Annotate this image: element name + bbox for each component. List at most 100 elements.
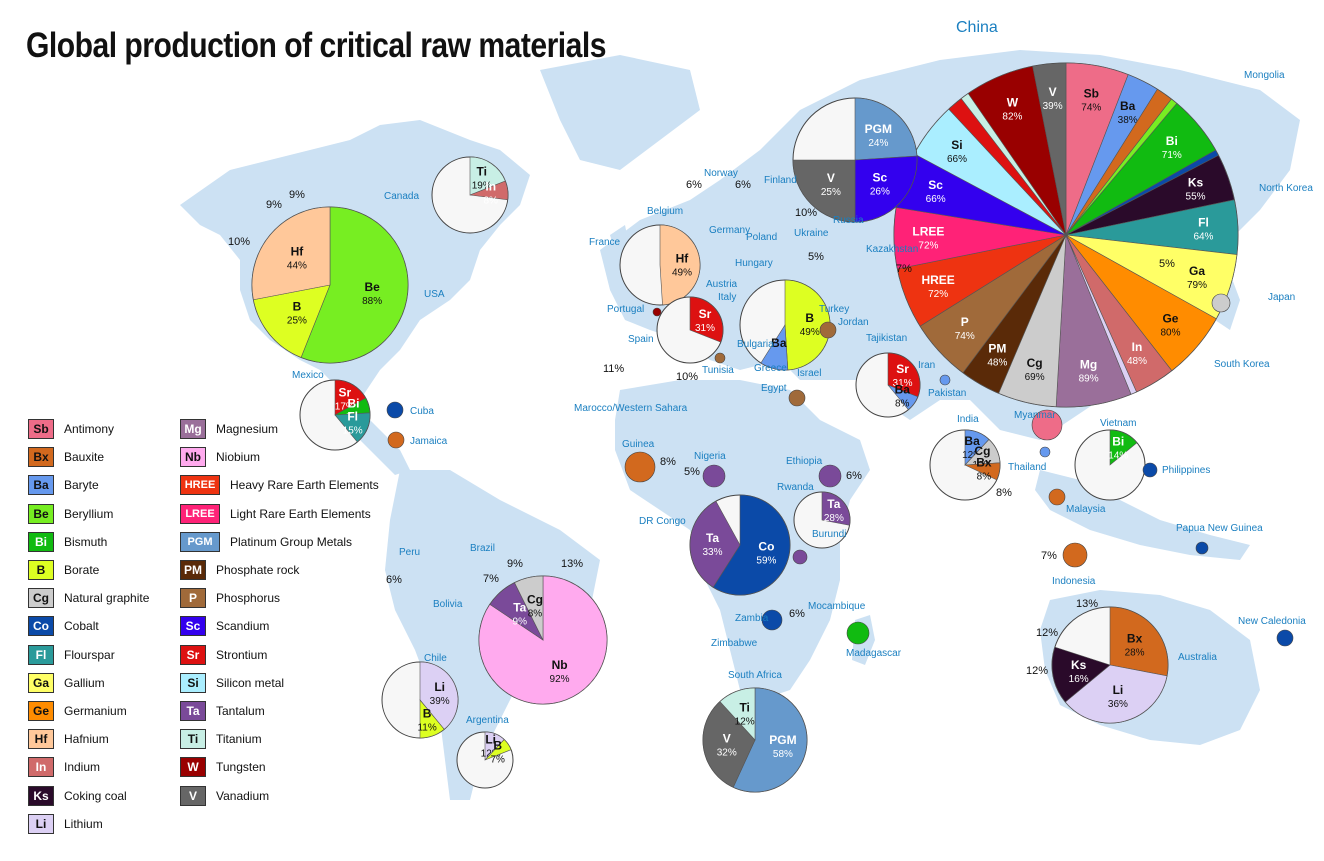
pie-slice-value: 12%: [735, 716, 755, 727]
pie-slice-label: Ge: [1162, 312, 1178, 326]
pie-slice-label: Sc: [928, 178, 943, 192]
pie-slice-value: 48%: [987, 357, 1007, 368]
pie-china: Sb 74% Ba 38% Bi 71% Ks 55% Fl 64% Ga 79% Ge 80% In 48%…: [893, 62, 1239, 408]
pie-slice-value: 72%: [928, 289, 948, 300]
legend-item-sb: Sb Antimony: [28, 418, 114, 440]
label-hungary: Hungary: [735, 258, 773, 269]
pie-slice-label: V: [723, 731, 731, 745]
pie-slice-label: B: [493, 738, 502, 752]
pie-layer: Sb 74% Ba 38% Bi 71% Ks 55% Fl 64% Ga 79% Ge 80% In 48%…: [251, 62, 1294, 793]
pie-slice-fl: [334, 412, 371, 443]
pie-slice-label: Bi: [347, 397, 359, 411]
pie-slice-value: 66%: [947, 154, 967, 165]
label-italy: Italy: [718, 292, 736, 303]
label-drcongo: DR Congo: [639, 516, 686, 527]
label-egypt: Egypt: [761, 383, 787, 394]
pie-slice-label: Bx: [976, 456, 992, 470]
legend-label: Platinum Group Metals: [230, 534, 353, 549]
legend-item-p: P Phosphorus: [180, 587, 280, 609]
legend-label: Germanium: [64, 704, 127, 718]
legend-item-li: Li Lithium: [28, 813, 103, 835]
legend-swatch: Ga: [28, 672, 54, 693]
dot-philippines: [1142, 462, 1158, 478]
pie-slice-value: 8%: [895, 398, 910, 409]
label-marocco: Marocco/Western Sahara: [574, 403, 688, 414]
label-portugal: Portugal: [607, 304, 644, 315]
label-iran: Iran: [918, 360, 935, 371]
dot-tunisia: [714, 352, 726, 364]
label-china: China: [956, 19, 998, 36]
pie-slice-bi: [1109, 429, 1138, 466]
pie-slice-label: HREE: [921, 273, 954, 287]
legend-swatch: Li: [28, 813, 54, 834]
pie-usa: Be 88% B 25% Hf 44%: [251, 206, 409, 364]
pie-slice-b: [419, 699, 445, 739]
label-canada: Canada: [384, 191, 419, 202]
pie-slice-value: 88%: [362, 296, 382, 307]
pie-slice-value: 80%: [1160, 328, 1180, 339]
legend-label: Strontium: [216, 647, 268, 662]
pie-slice-ti: [719, 687, 756, 741]
label-poland: Poland: [746, 232, 777, 243]
legend-swatch: PM: [180, 560, 206, 580]
pie-slice-label: Fl: [347, 410, 358, 424]
pct-kazakhstan: 7%: [896, 263, 912, 275]
pie-slice-value: 12%: [962, 450, 982, 461]
legend-item-co: Co Cobalt: [28, 615, 99, 637]
legend-swatch: Ti: [180, 729, 206, 750]
legend-swatch: Ba: [28, 475, 54, 496]
pie-slice-label: Sb: [1084, 87, 1099, 101]
dot-pakistan: [939, 374, 951, 386]
legend-swatch: Ta: [180, 701, 206, 721]
pie-slice-label: Ba: [1120, 99, 1136, 113]
legend-label: Gallium: [64, 675, 105, 690]
legend-label: Bauxite: [64, 450, 105, 465]
legend-swatch: Ks: [28, 785, 54, 806]
legend-item-w: W Tungsten: [180, 756, 266, 778]
pie-drcongo: Co 59% Ta 33%: [689, 494, 791, 596]
legend-swatch: Co: [28, 616, 54, 637]
pie-slice-v: [702, 701, 756, 788]
dot-new-caledonia: [1276, 629, 1294, 647]
pie-slice-label: PGM: [865, 122, 892, 136]
label-south-africa: South Africa: [728, 670, 782, 681]
pie-slice-value: 25%: [287, 315, 307, 326]
label-pakistan: Pakistan: [928, 388, 966, 399]
pie-slice-label: Fl: [1198, 216, 1209, 230]
label-kazakhstan: Kazakhstan: [866, 244, 918, 255]
dot-png: [1195, 541, 1209, 555]
dot-jamaica: [387, 431, 405, 449]
pie-slice-label: PM: [988, 341, 1006, 355]
label-mocambique: Mocambique: [808, 601, 866, 612]
label-indonesia: Indonesia: [1052, 576, 1096, 587]
label-japan: Japan: [1268, 292, 1295, 303]
label-burundi: Burundi: [812, 529, 846, 540]
dot-madagascar: [846, 621, 870, 645]
legend-swatch: Be: [28, 503, 54, 524]
legend-swatch: Ge: [28, 701, 54, 721]
pie-slice-label: Li: [434, 680, 445, 694]
label-madagascar: Madagascar: [846, 648, 902, 659]
label-thailand: Thailand: [1008, 462, 1046, 473]
legend-item-pm: PM Phosphate rock: [180, 559, 299, 581]
dot-burundi: [792, 549, 808, 565]
pie-slice-ta: [821, 491, 851, 526]
pie-slice-value: 8%: [977, 472, 992, 483]
pie-slice-value: 8%: [528, 609, 543, 620]
legend-item-bi: Bi Bismuth: [28, 531, 107, 553]
legend-item-nb: Nb Niobium: [180, 446, 260, 468]
legend-item-ga: Ga Gallium: [28, 672, 105, 694]
label-chile: Chile: [424, 653, 447, 664]
legend-swatch: Mg: [180, 419, 206, 439]
label-jamaica: Jamaica: [410, 436, 448, 447]
label-vietnam: Vietnam: [1100, 418, 1137, 429]
legend-label: Heavy Rare Earth Elements: [230, 478, 379, 493]
pie-slice-label: Hf: [291, 245, 305, 259]
legend-label: Borate: [64, 563, 100, 577]
label-israel: Israel: [797, 368, 821, 379]
greenland-land: [540, 55, 700, 170]
label-france: France: [589, 237, 621, 248]
pct-ukraine: 5%: [808, 251, 824, 263]
pie-slice-value: 59%: [756, 556, 776, 567]
pie-vietnam: Bi 14%: [1074, 429, 1146, 501]
